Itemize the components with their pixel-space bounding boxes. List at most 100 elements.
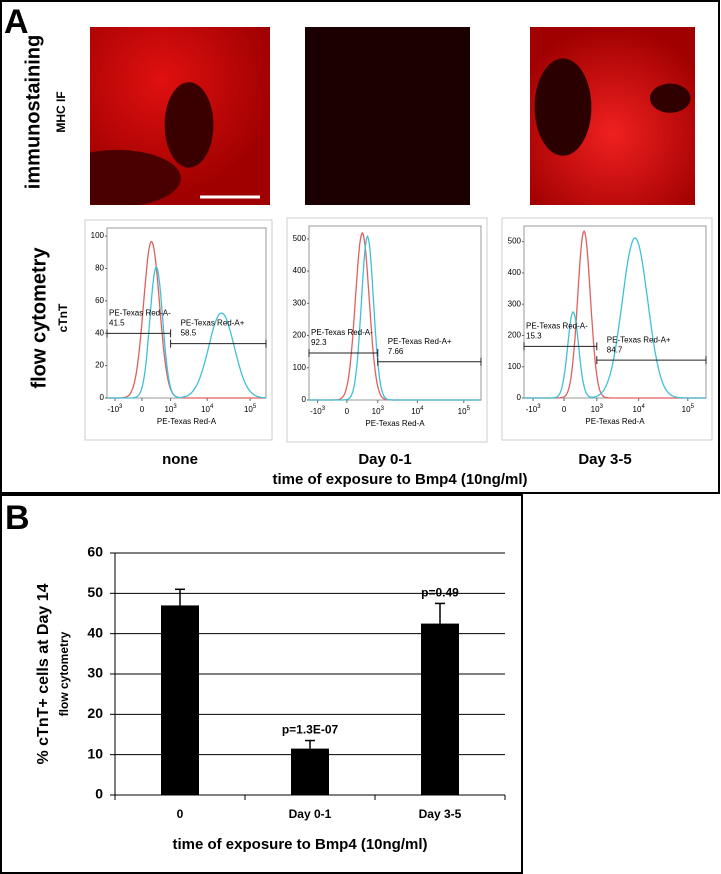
panel-letter: B (5, 499, 30, 537)
mhc-image (90, 27, 270, 205)
tick-base: 10 (164, 405, 173, 414)
x-tick-label: 0 (562, 405, 567, 414)
y-tick-label: 300 (293, 298, 307, 307)
condition-label: Day 0-1 (358, 451, 411, 468)
tick-base: 10 (591, 405, 600, 414)
y-tick-label: 500 (293, 234, 307, 243)
gate-value: 84.7 (607, 345, 623, 354)
y-tick-label: 400 (293, 266, 307, 275)
y-tick-label: 20 (95, 361, 104, 370)
x-tick-label: 103 (372, 406, 385, 417)
flow-frame (84, 219, 273, 441)
x-tick-label: 103 (164, 404, 177, 415)
tick-exp: 5 (253, 404, 257, 410)
histogram-curve (524, 237, 706, 399)
mhc-image (305, 27, 470, 205)
y-tick-label: 30 (87, 665, 103, 681)
y-tick-label: 500 (508, 237, 522, 246)
x-axis-label: PE-Texas Red-A (365, 419, 425, 428)
x-tick-label: 104 (633, 404, 646, 415)
y-tick-label: 0 (95, 786, 103, 802)
bar (291, 748, 329, 795)
y-tick-label: 200 (293, 331, 307, 340)
gate-value: 15.3 (526, 332, 542, 341)
gate-label: PE-Texas Red-A- (526, 322, 588, 331)
x-tick-label: Day 0-1 (289, 807, 332, 821)
panel-b-frame (0, 494, 523, 874)
tick-base: 10 (372, 407, 381, 416)
bar (161, 605, 199, 795)
tick-base: -10 (310, 407, 322, 416)
x-tick-label: -103 (526, 404, 542, 415)
x-tick-label: 104 (411, 406, 424, 417)
y-tick-label: 80 (95, 264, 104, 273)
tick-base: 0 (140, 405, 145, 414)
y-tick-label: 60 (95, 296, 104, 305)
tick-base: 10 (201, 405, 210, 414)
tick-base: 10 (411, 407, 420, 416)
tick-exp: 4 (420, 406, 424, 412)
row-label: immunostaining (22, 35, 44, 189)
gate-label: PE-Texas Red-A+ (181, 319, 245, 328)
tick-exp: 4 (641, 404, 645, 410)
x-tick-label: 105 (244, 404, 257, 415)
tick-base: 10 (682, 405, 691, 414)
flow-frame (501, 217, 713, 441)
p-value: p=0.49 (421, 586, 459, 600)
row-sublabel: MHC IF (54, 91, 68, 132)
y-tick-label: 100 (293, 363, 307, 372)
histogram-curve (107, 266, 266, 399)
tick-exp: 3 (173, 404, 177, 410)
tick-exp: 3 (322, 406, 326, 412)
y-tick-label: 10 (87, 745, 103, 761)
x-axis-label: PE-Texas Red-A (157, 417, 217, 426)
x-tick-label: 105 (682, 404, 695, 415)
x-tick-label: 105 (458, 406, 471, 417)
tick-exp: 5 (467, 406, 471, 412)
y-tick-label: 50 (87, 584, 103, 600)
row-sublabel: cTnT (56, 303, 70, 332)
y-sublabel: flow cytometry (57, 631, 71, 716)
x-tick-label: 0 (345, 407, 350, 416)
x-tick-label: -103 (107, 404, 123, 415)
tick-base: 0 (345, 407, 350, 416)
gate-label: PE-Texas Red-A+ (607, 335, 671, 344)
tick-base: 10 (458, 407, 467, 416)
panel-letter: A (4, 3, 29, 41)
tick-exp: 3 (600, 404, 604, 410)
row-label: flow cytometry (28, 247, 50, 389)
y-tick-label: 0 (302, 395, 307, 404)
x-title: time of exposure to Bmp4 (10ng/ml) (172, 836, 427, 853)
histogram-curve (107, 240, 266, 399)
gate-value: 41.5 (109, 319, 125, 328)
gate-label: PE-Texas Red-A+ (388, 337, 452, 346)
y-tick-label: 60 (87, 544, 103, 560)
y-tick-label: 100 (91, 231, 105, 240)
y-tick-label: 0 (517, 393, 522, 402)
y-tick-label: 100 (508, 362, 522, 371)
x-tick-label: 103 (591, 404, 604, 415)
x-title: time of exposure to Bmp4 (10ng/ml) (272, 471, 527, 488)
x-tick-label: 104 (201, 404, 214, 415)
y-label: % cTnT+ cells at Day 14 (35, 583, 52, 764)
tick-base: 10 (633, 405, 642, 414)
flow-frame (286, 217, 488, 443)
p-value: p=1.3E-07 (282, 723, 339, 737)
gate-label: PE-Texas Red-A- (109, 309, 171, 318)
tick-base: -10 (107, 405, 119, 414)
tick-exp: 5 (691, 404, 695, 410)
mhc-image (530, 27, 695, 205)
y-tick-label: 40 (87, 624, 103, 640)
gate-value: 58.5 (181, 329, 197, 338)
x-tick-label: -103 (310, 406, 326, 417)
bar (421, 623, 459, 795)
y-tick-label: 40 (95, 328, 104, 337)
x-tick-label: 0 (177, 807, 184, 821)
histogram-curve (309, 234, 481, 401)
gate-value: 7.66 (388, 347, 404, 356)
gate-value: 92.3 (311, 338, 327, 347)
y-tick-label: 200 (508, 331, 522, 340)
y-tick-label: 300 (508, 299, 522, 308)
